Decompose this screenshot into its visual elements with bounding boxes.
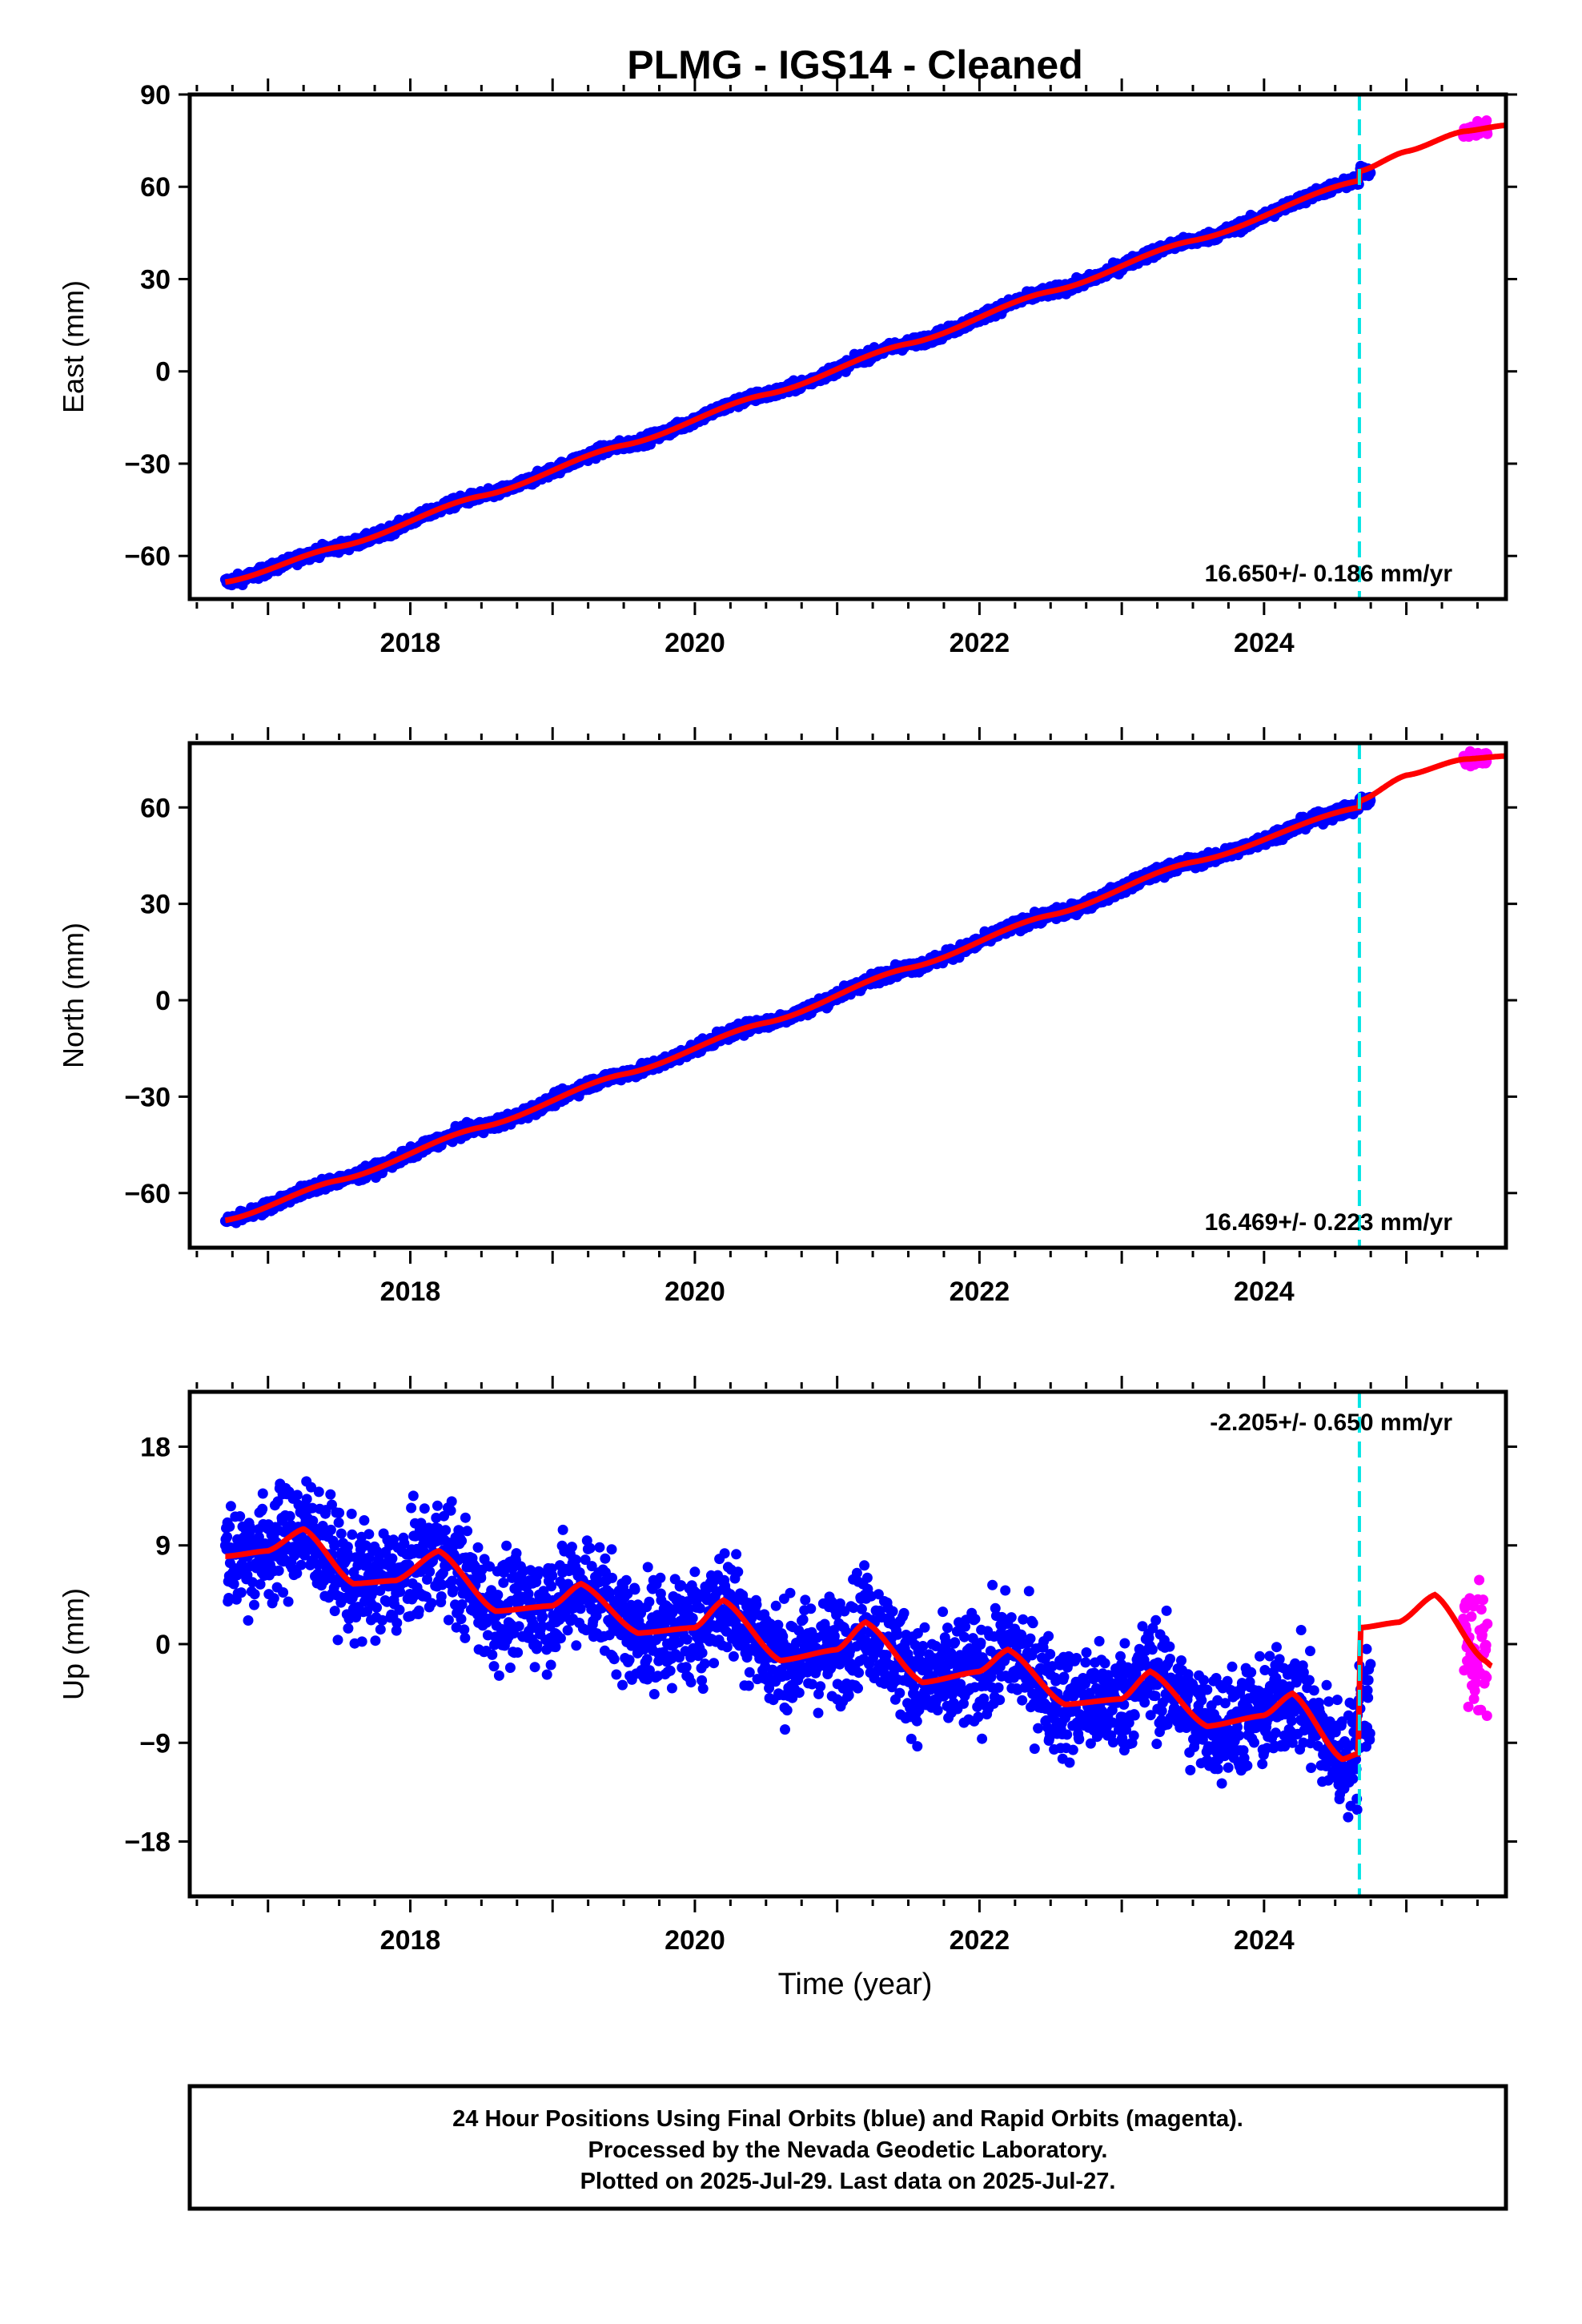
rapid-point <box>1481 115 1492 126</box>
plot-area <box>219 115 1506 591</box>
rate-label: 16.650+/- 0.186 mm/yr <box>1205 561 1453 587</box>
y-tick-label: −30 <box>124 449 171 480</box>
chart-title: PLMG - IGS14 - Cleaned <box>627 42 1083 87</box>
plot-area <box>219 746 1506 1228</box>
y-tick-label: 0 <box>155 357 171 388</box>
y-axis-label: East (mm) <box>57 280 90 413</box>
x-tick-label: 2020 <box>665 628 725 658</box>
panels: −60 −30 0 30 60 90 2018 2020 2022 2024 East (mm) 16… <box>57 78 1517 1956</box>
x-tick-label: 2024 <box>1234 628 1295 658</box>
y-tick-label: 60 <box>140 172 171 203</box>
y-tick-label: −60 <box>124 541 171 572</box>
panel-east: −60 −30 0 30 60 90 2018 2020 2022 2024 East (mm) 16… <box>57 78 1517 658</box>
y-tick-label: 30 <box>140 264 171 295</box>
y-tick-label: 90 <box>140 80 171 111</box>
x-tick-label: 2018 <box>380 628 441 658</box>
x-tick-label: 2022 <box>950 628 1010 658</box>
